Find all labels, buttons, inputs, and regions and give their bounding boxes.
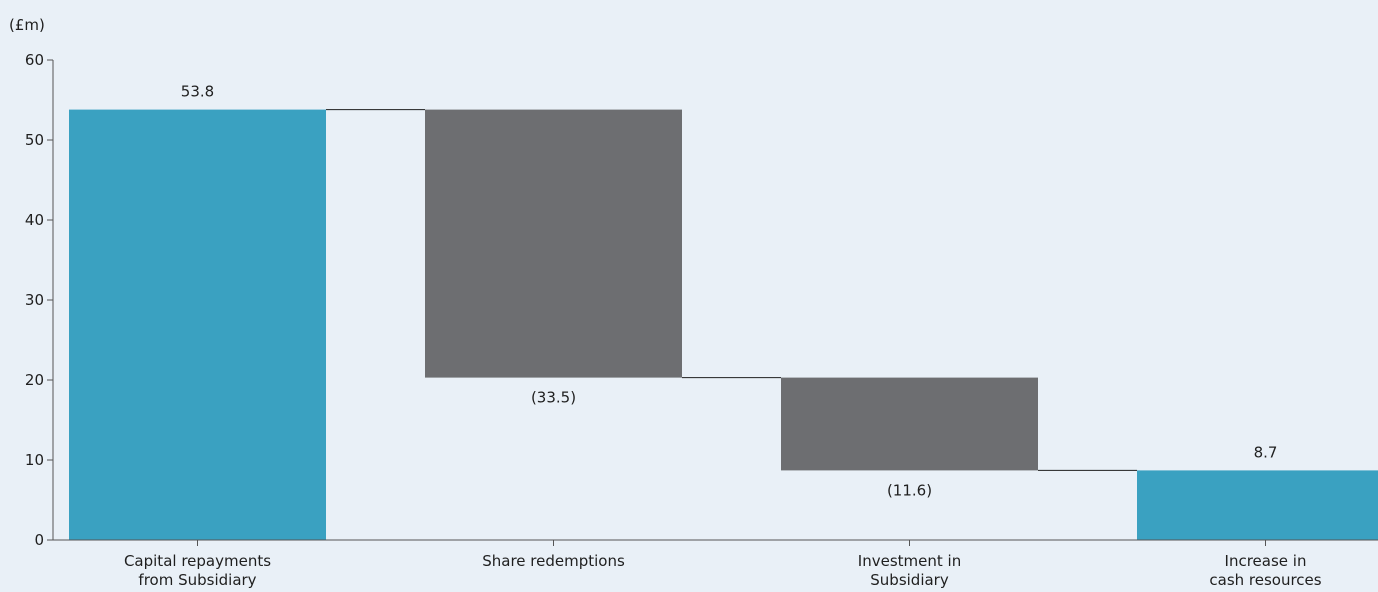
connector-lines bbox=[326, 109, 1137, 471]
data-label: 53.8 bbox=[181, 83, 214, 101]
x-category-label-line: Share redemptions bbox=[482, 552, 625, 570]
x-category-label: Increase in cash resources bbox=[1209, 552, 1321, 589]
bar-decrease bbox=[781, 377, 1038, 471]
x-category-label-line: Increase in bbox=[1225, 552, 1307, 570]
x-category-label-line: cash resources bbox=[1209, 571, 1321, 589]
data-label: (11.6) bbox=[887, 481, 932, 499]
x-category-label: Investment in Subsidiary bbox=[858, 552, 961, 589]
data-label: 8.7 bbox=[1254, 443, 1278, 461]
bar-total bbox=[69, 109, 326, 540]
x-category-label-line: Investment in bbox=[858, 552, 961, 570]
data-labels: 53.8 (33.5) (11.6) 8.7 bbox=[181, 83, 1278, 500]
y-tick-label: 40 bbox=[25, 211, 44, 229]
y-tick-label: 60 bbox=[25, 51, 44, 69]
y-tick-label: 20 bbox=[25, 371, 44, 389]
x-category-label-line: Capital repayments bbox=[124, 552, 271, 570]
y-axis: 0 10 20 30 40 50 60 bbox=[25, 51, 54, 549]
x-category-label: Share redemptions bbox=[482, 552, 625, 570]
data-label: (33.5) bbox=[531, 389, 576, 407]
x-category-label: Capital repayments from Subsidiary bbox=[124, 552, 271, 589]
y-tick-label: 0 bbox=[34, 531, 44, 549]
y-tick-label: 30 bbox=[25, 291, 44, 309]
bar-decrease bbox=[425, 109, 682, 378]
y-tick-label: 10 bbox=[25, 451, 44, 469]
bar-total bbox=[1137, 470, 1378, 540]
x-axis: Capital repayments from Subsidiary Share r… bbox=[53, 539, 1378, 589]
y-tick-label: 50 bbox=[25, 131, 44, 149]
x-category-label-line: Subsidiary bbox=[870, 571, 949, 589]
x-category-label-line: from Subsidiary bbox=[138, 571, 256, 589]
y-axis-unit-label: (£m) bbox=[9, 16, 45, 34]
bars bbox=[69, 109, 1378, 540]
